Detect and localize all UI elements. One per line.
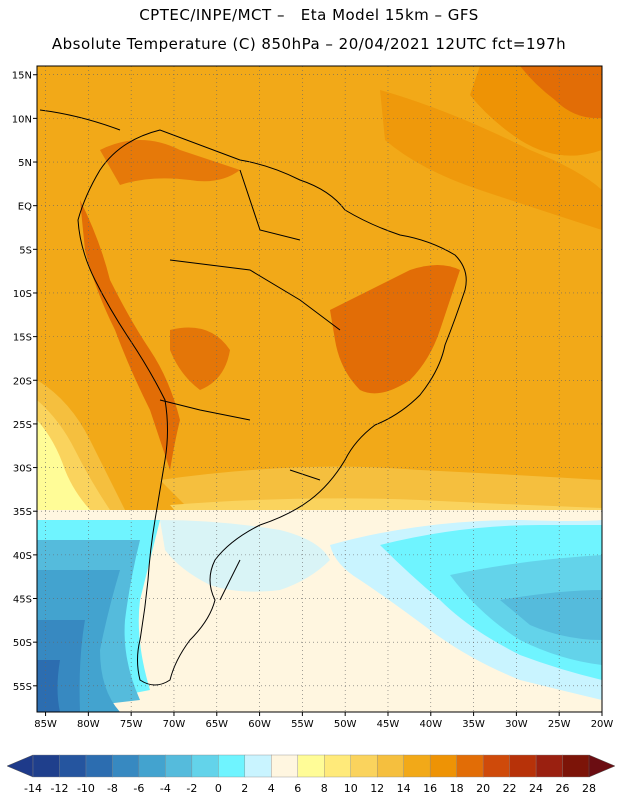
coastlines	[39, 109, 467, 686]
colorbar-swatch	[218, 754, 246, 778]
colorbar-label: -4	[160, 782, 171, 795]
colorbar-over-arrow	[588, 754, 616, 778]
lat-tick-label: 40S	[13, 551, 32, 562]
colorbar-label: 6	[294, 782, 301, 795]
lat-tick-label: 5N	[18, 158, 32, 169]
lat-tick-label: 15S	[13, 333, 32, 344]
colorbar-swatch	[112, 754, 140, 778]
colorbar-swatch	[32, 754, 60, 778]
colorbar-label: -8	[107, 782, 118, 795]
lat-tick-label: 15N	[12, 71, 32, 82]
lon-tick-label: 65W	[205, 719, 228, 730]
colorbar-swatch	[138, 754, 166, 778]
colorbar-label: 0	[215, 782, 222, 795]
lon-tick-label: 25W	[548, 719, 571, 730]
colorbar-label: 16	[423, 782, 437, 795]
lat-tick-label: 45S	[13, 595, 32, 606]
lon-tick-label: 40W	[419, 719, 442, 730]
lat-tick-label: 55S	[13, 682, 32, 693]
colorbar-label: 4	[268, 782, 275, 795]
latitude-axis: 15N 10N 5N EQ 5S 10S 15S 20S 25S 30S 35S 40S 45S 50S 5…	[12, 71, 37, 693]
colorbar-label: 28	[582, 782, 596, 795]
colorbar-swatch	[59, 754, 87, 778]
lat-tick-label: 50S	[13, 638, 32, 649]
map-frame	[36, 65, 603, 713]
colorbar-label: 10	[344, 782, 358, 795]
colorbar-label: 26	[556, 782, 570, 795]
lon-tick-label: 80W	[77, 719, 100, 730]
lat-tick-label: 5S	[19, 245, 32, 256]
lat-tick-label: 10S	[13, 289, 32, 300]
colorbar-swatch	[403, 754, 431, 778]
map-title-line2: Absolute Temperature (C) 850hPa – 20/04/…	[51, 35, 567, 53]
lat-tick-label: 35S	[13, 507, 32, 518]
lon-tick-label: 60W	[248, 719, 271, 730]
colorbar-label: 24	[529, 782, 543, 795]
lon-tick-label: 35W	[462, 719, 485, 730]
colorbar-label: -6	[133, 782, 144, 795]
lat-tick-label: 30S	[13, 464, 32, 475]
lon-tick-label: 75W	[120, 719, 143, 730]
colorbar-label: -10	[77, 782, 95, 795]
lon-tick-label: 50W	[334, 719, 357, 730]
colorbar-label: 22	[503, 782, 517, 795]
colorbar-label: 2	[241, 782, 248, 795]
lon-tick-label: 70W	[163, 719, 186, 730]
colorbar-swatch	[244, 754, 272, 778]
colorbar-label: 20	[476, 782, 490, 795]
colorbar-label: 12	[370, 782, 384, 795]
colorbar-swatch	[271, 754, 299, 778]
colorbar-swatch	[350, 754, 378, 778]
colorbar-label: -12	[50, 782, 68, 795]
colorbar-label: 14	[397, 782, 411, 795]
colorbar: -14 -12 -10 -8 -6 -4 -2 0 2 4 6 8 10 12 14 16 18 20 22 24 26…	[6, 754, 616, 795]
temperature-field	[37, 66, 602, 712]
colorbar-swatch	[191, 754, 219, 778]
lon-tick-label: 85W	[34, 719, 57, 730]
lon-tick-label: 55W	[291, 719, 314, 730]
lat-tick-label: 25S	[13, 420, 32, 431]
lon-tick-label: 20W	[591, 719, 614, 730]
colorbar-swatch	[165, 754, 193, 778]
colorbar-swatch	[535, 754, 564, 778]
colorbar-swatch	[85, 754, 113, 778]
lat-tick-label: EQ	[18, 202, 32, 213]
lat-tick-label: 20S	[13, 376, 32, 387]
lat-tick-label: 10N	[12, 114, 32, 125]
colorbar-swatch	[509, 754, 537, 778]
colorbar-swatch	[324, 754, 352, 778]
colorbar-label: -14	[24, 782, 42, 795]
longitude-axis: 85W 80W 75W 70W 65W 60W 55W 50W 45W 40W 35W 30W 25W 2…	[34, 712, 613, 730]
lon-tick-label: 45W	[377, 719, 400, 730]
colorbar-swatch	[456, 754, 484, 778]
colorbar-label: 18	[450, 782, 464, 795]
colorbar-swatch	[562, 754, 590, 778]
colorbar-label: -2	[186, 782, 197, 795]
colorbar-swatch	[482, 754, 511, 778]
colorbar-label: 8	[321, 782, 328, 795]
colorbar-swatch	[376, 754, 405, 778]
colorbar-swatch	[429, 754, 458, 778]
lon-tick-label: 30W	[505, 719, 528, 730]
map-title-line1: CPTEC/INPE/MCT – Eta Model 15km – GFS	[139, 6, 479, 24]
colorbar-swatch	[297, 754, 325, 778]
colorbar-under-arrow	[6, 754, 34, 778]
